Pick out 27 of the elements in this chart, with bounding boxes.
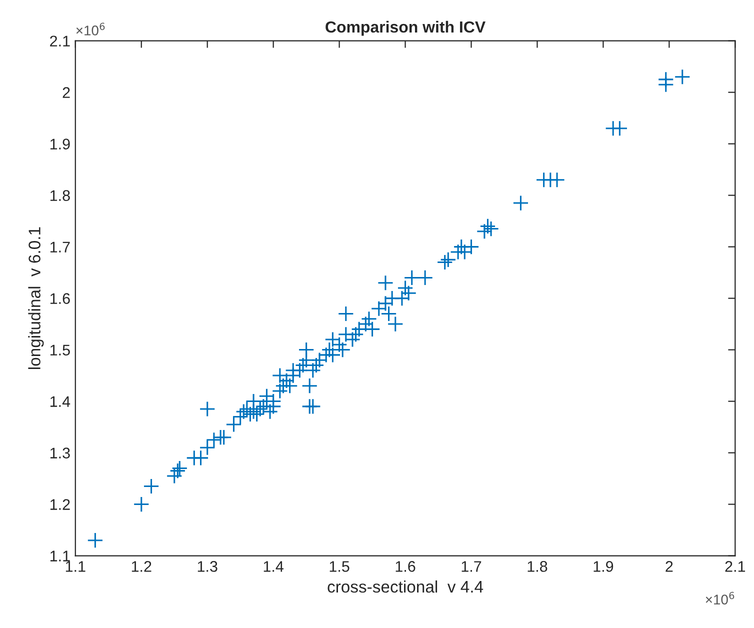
chart-title: Comparison with ICV	[326, 20, 486, 36]
x-tick-label: 1.3	[198, 561, 218, 572]
x-tick-label: 2.1	[725, 561, 746, 572]
y-tick-label: 1.7	[50, 242, 70, 252]
y-tick-label: 1.5	[50, 344, 70, 356]
x-tick-label: 1.8	[528, 561, 548, 572]
x-tick-label: 1.5	[330, 561, 350, 572]
text: ×10$^{6}$	[706, 592, 734, 604]
y-tick-label: 1.3	[50, 448, 70, 458]
x-tick-label: 1.2	[132, 561, 152, 572]
y-tick-label: 1.4	[50, 396, 70, 407]
x-tick-label: 1.1	[66, 561, 86, 572]
x-tick-label: 2	[666, 561, 673, 572]
y-tick-label: 2	[62, 87, 70, 98]
y-tick-label: 1.1	[50, 550, 70, 562]
y-tick-label: 1.8	[50, 190, 70, 201]
y-tick-label: 1.6	[50, 293, 70, 304]
x-tick-label: 1.7	[462, 561, 482, 572]
x-axis-title: cross-sectional v 4.4	[328, 580, 484, 593]
text: ×10$^{6}$	[76, 22, 105, 36]
x-tick-label: 1.6	[396, 561, 416, 572]
x-tick-label: 1.9	[594, 561, 614, 572]
y-axis-title: longitudinal v 6.0.1	[28, 227, 44, 369]
y-tick-label: 1.2	[50, 499, 70, 510]
y-tick-label: 1.9	[50, 138, 70, 150]
y-tick-label: 2.1	[50, 36, 70, 46]
x-tick-label: 1.4	[264, 561, 284, 572]
